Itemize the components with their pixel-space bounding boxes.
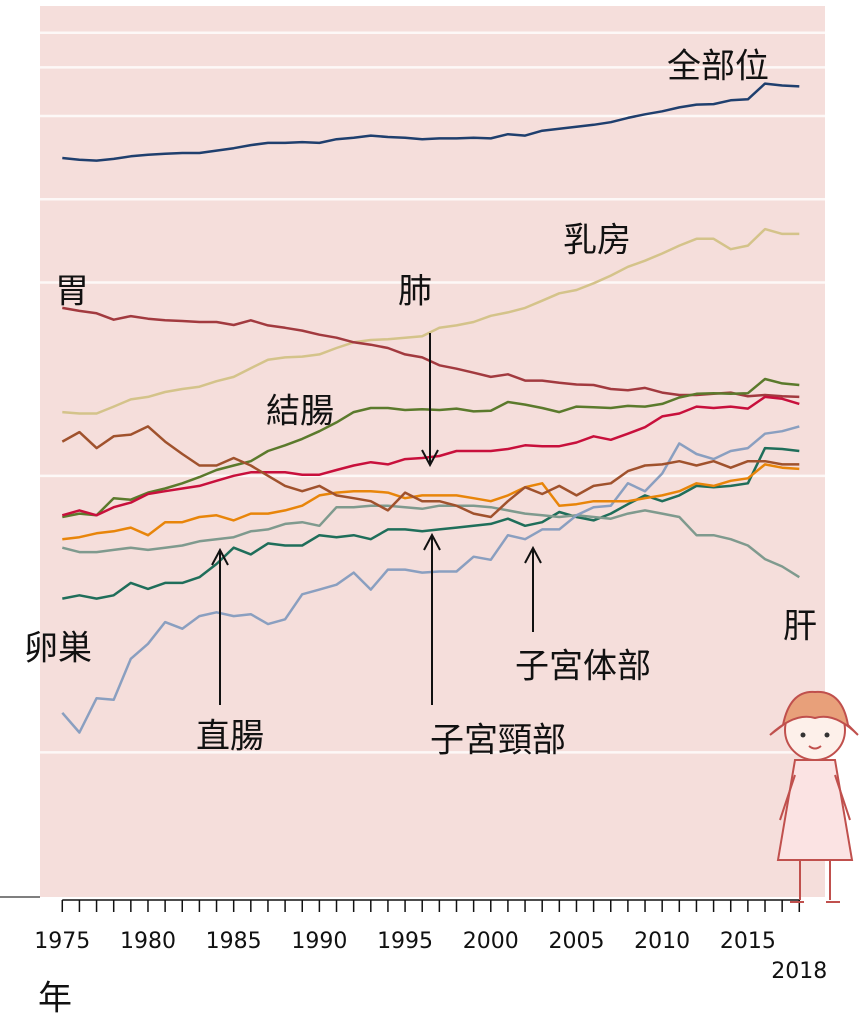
series-line: [61, 425, 800, 734]
series-line: [62, 227, 800, 415]
arrows: [211, 333, 542, 705]
x-tick-label: 2010: [634, 929, 690, 954]
series-label: 全部位: [667, 47, 769, 87]
girl-illustration: [769, 690, 859, 903]
series-label: 子宮体部: [515, 647, 651, 687]
series-label: 胃: [55, 272, 89, 312]
x-tick-label: 1995: [377, 929, 433, 954]
arrow: [211, 547, 229, 705]
series-line: [62, 446, 800, 600]
x-tick-label: 1980: [120, 929, 176, 954]
series-label: 結腸: [266, 392, 334, 432]
arrow: [421, 333, 439, 468]
arrow: [423, 532, 441, 705]
x-tick-label: 2000: [463, 929, 519, 954]
x-tick-label: 2005: [548, 929, 604, 954]
x-tick-label: 1975: [34, 929, 90, 954]
series-line: [62, 463, 800, 541]
series-label: 肺: [398, 272, 432, 312]
x-axis-label: 年: [38, 979, 72, 1019]
series-label: 乳房: [563, 221, 631, 261]
series-label: 卵巣: [24, 629, 92, 669]
arrow: [524, 545, 542, 632]
series-line: [61, 504, 800, 579]
series-label: 子宮頸部: [430, 721, 566, 761]
x-tick-label: 2018: [771, 959, 827, 984]
series-line: [62, 82, 800, 162]
x-tick-label: 1985: [206, 929, 262, 954]
x-tick-label: 1990: [291, 929, 347, 954]
series-line: [61, 425, 800, 519]
x-tick-label: 2015: [720, 929, 776, 954]
series-label: 肝: [783, 607, 817, 647]
series-label: 直腸: [196, 717, 264, 757]
